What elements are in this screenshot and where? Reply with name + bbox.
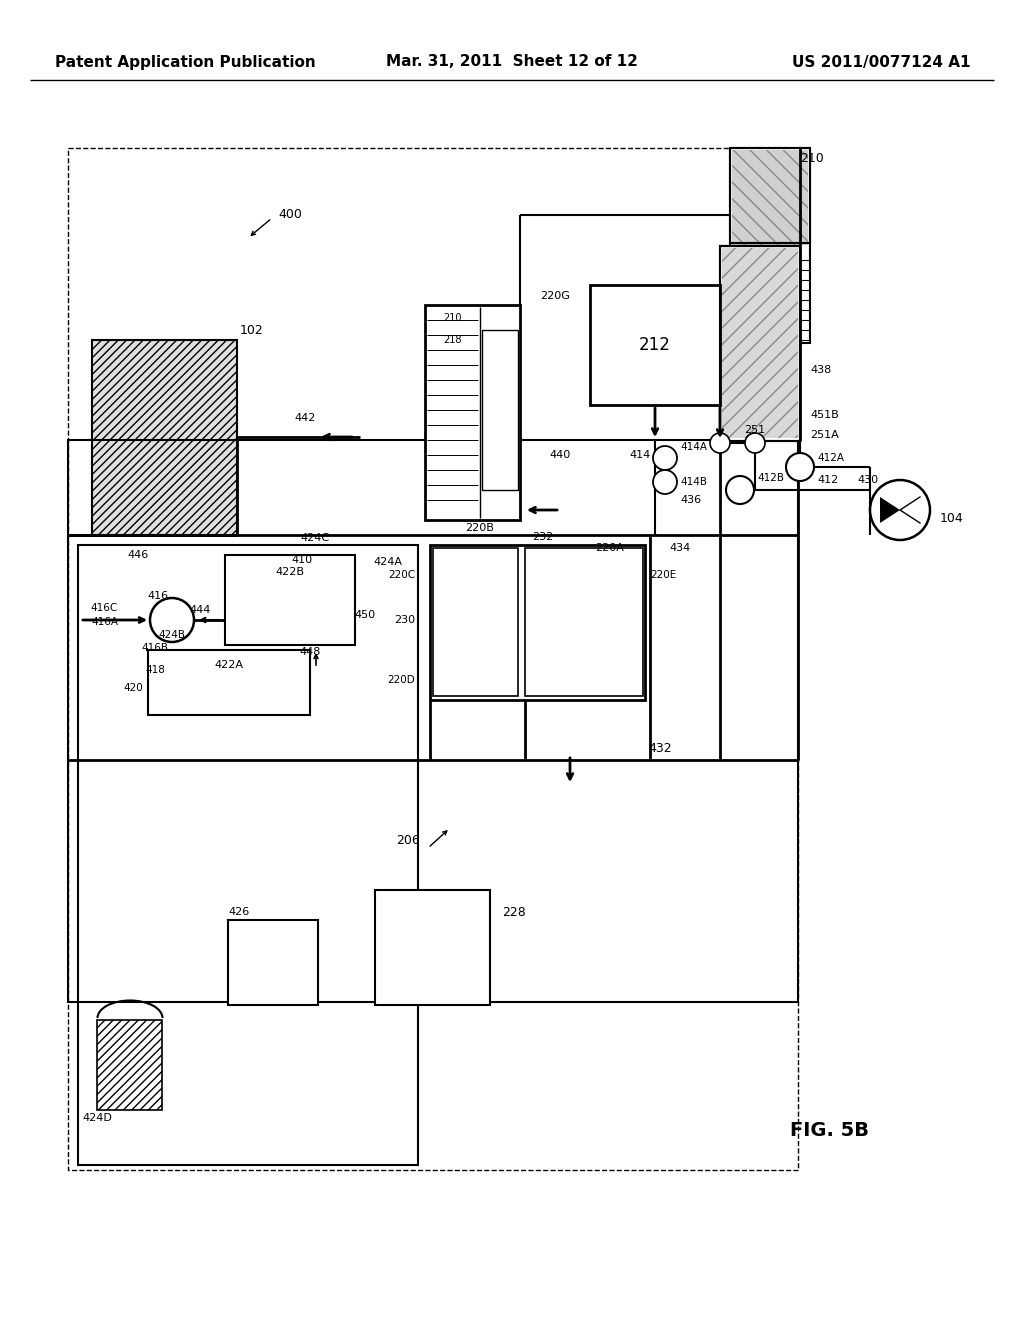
Text: 400: 400 (278, 209, 302, 222)
Text: 412: 412 (817, 475, 839, 484)
Text: 440: 440 (549, 450, 570, 459)
Bar (730, 148, 810, 243)
Text: FIG. 5B: FIG. 5B (791, 1121, 869, 1139)
Bar (590, 285, 720, 405)
Bar (228, 920, 318, 1005)
Text: 410: 410 (292, 554, 312, 565)
Text: 412A: 412A (817, 453, 844, 463)
Text: 436: 436 (680, 495, 701, 506)
Bar (720, 246, 800, 441)
Polygon shape (900, 498, 920, 523)
Circle shape (726, 477, 754, 504)
Bar (527, 550, 641, 694)
Text: 416A: 416A (91, 616, 118, 627)
Text: Mar. 31, 2011  Sheet 12 of 12: Mar. 31, 2011 Sheet 12 of 12 (386, 54, 638, 70)
Text: US 2011/0077124 A1: US 2011/0077124 A1 (792, 54, 970, 70)
Text: 424D: 424D (82, 1113, 112, 1123)
Bar (720, 246, 800, 441)
Text: 218: 218 (443, 335, 462, 345)
Polygon shape (880, 498, 900, 523)
Text: 422B: 422B (275, 568, 304, 577)
Bar (97, 1020, 162, 1110)
Bar (425, 305, 520, 520)
Text: 412B: 412B (757, 473, 784, 483)
Text: 414A: 414A (680, 442, 707, 451)
Text: 414B: 414B (680, 477, 707, 487)
Text: 220C: 220C (388, 570, 415, 579)
Bar (375, 890, 490, 1005)
Text: 434: 434 (670, 543, 690, 553)
Text: 212: 212 (639, 337, 671, 354)
Bar (525, 548, 643, 696)
Bar (435, 550, 516, 694)
Bar (722, 248, 798, 438)
Bar (730, 148, 810, 343)
Circle shape (745, 433, 765, 453)
Text: 104: 104 (940, 511, 964, 524)
Circle shape (870, 480, 930, 540)
Text: 451B: 451B (810, 411, 839, 420)
Circle shape (653, 446, 677, 470)
Circle shape (786, 453, 814, 480)
Text: 438: 438 (810, 366, 831, 375)
Text: 414: 414 (630, 450, 650, 459)
Text: 416B: 416B (141, 643, 169, 653)
Text: 220B: 220B (466, 523, 495, 533)
Text: 230: 230 (394, 615, 415, 624)
Text: 416C: 416C (91, 603, 118, 612)
Text: 426: 426 (228, 907, 249, 917)
Text: 220G: 220G (540, 290, 570, 301)
Text: 206: 206 (396, 833, 420, 846)
Text: 220A: 220A (596, 543, 625, 553)
Text: 422A: 422A (214, 660, 244, 671)
Text: 448: 448 (299, 647, 321, 657)
Bar (482, 330, 518, 490)
Bar (225, 554, 355, 645)
Text: 446: 446 (127, 550, 148, 560)
Text: 210: 210 (800, 152, 823, 165)
Text: 220E: 220E (650, 570, 676, 579)
Bar (732, 150, 808, 246)
Bar (92, 341, 237, 535)
Circle shape (150, 598, 194, 642)
Bar (433, 548, 518, 696)
Bar (92, 341, 237, 535)
Text: 228: 228 (502, 906, 525, 919)
Text: 424B: 424B (159, 630, 185, 640)
Circle shape (653, 470, 677, 494)
Text: 210: 210 (443, 313, 462, 323)
Text: 424C: 424C (300, 533, 330, 543)
Text: 442: 442 (294, 413, 315, 422)
Text: 432: 432 (648, 742, 672, 755)
Text: 220D: 220D (387, 675, 415, 685)
Text: 424A: 424A (373, 557, 402, 568)
Text: 416: 416 (147, 591, 169, 601)
Text: 430: 430 (857, 475, 879, 484)
Bar (78, 545, 418, 1166)
Text: 450: 450 (354, 610, 376, 620)
Text: 444: 444 (189, 605, 211, 615)
Bar (68, 148, 798, 1170)
Text: 232: 232 (532, 532, 554, 543)
Circle shape (710, 433, 730, 453)
Bar (148, 649, 310, 715)
Text: 251: 251 (744, 425, 766, 436)
Text: 251A: 251A (810, 430, 839, 440)
Text: Patent Application Publication: Patent Application Publication (55, 54, 315, 70)
Bar (430, 545, 645, 700)
Text: 418: 418 (145, 665, 165, 675)
Text: 420: 420 (123, 682, 143, 693)
Bar (68, 440, 798, 1002)
Text: 102: 102 (240, 323, 264, 337)
